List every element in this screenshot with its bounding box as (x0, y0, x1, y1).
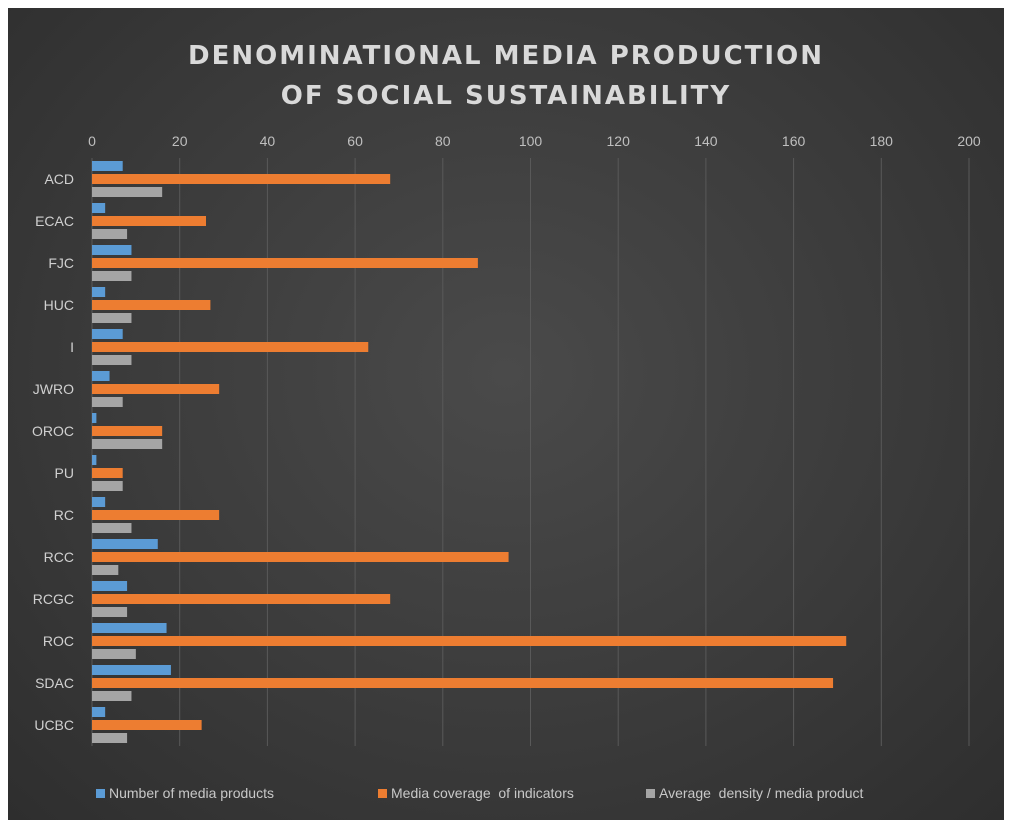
bars (92, 161, 847, 743)
x-tick-label: 120 (607, 133, 631, 149)
category-label: OROC (32, 423, 74, 439)
bar (92, 413, 97, 423)
bar (92, 271, 132, 281)
bar (92, 594, 391, 604)
bar (92, 174, 391, 184)
bar (92, 497, 106, 507)
bar (92, 245, 132, 255)
x-tick-label: 140 (694, 133, 718, 149)
bar (92, 203, 106, 213)
category-label: PU (55, 465, 74, 481)
bar (92, 581, 128, 591)
x-tick-label: 100 (519, 133, 543, 149)
x-tick-label: 80 (435, 133, 451, 149)
bar (92, 216, 207, 226)
bar (92, 384, 220, 394)
legend-swatch (378, 789, 387, 798)
chart-title-line-2: OF SOCIAL SUSTAINABILITY (280, 81, 732, 111)
legend-swatch (646, 789, 655, 798)
category-label: UCBC (34, 717, 74, 733)
bar (92, 552, 509, 562)
bar (92, 439, 163, 449)
bar (92, 229, 128, 239)
bar (92, 607, 128, 617)
x-tick-label: 160 (782, 133, 806, 149)
bar (92, 287, 106, 297)
category-label: ECAC (35, 213, 74, 229)
bar (92, 623, 167, 633)
x-tick-label: 60 (347, 133, 363, 149)
bar (92, 371, 110, 381)
bar (92, 523, 132, 533)
bar (92, 468, 123, 478)
bar (92, 313, 132, 323)
category-label: SDAC (35, 675, 74, 691)
bar (92, 539, 158, 549)
bar (92, 161, 123, 171)
bar (92, 342, 369, 352)
x-tick-label: 20 (172, 133, 188, 149)
category-label: JWRO (33, 381, 74, 397)
bar (92, 300, 211, 310)
bar (92, 636, 847, 646)
bar (92, 397, 123, 407)
category-label: ACD (44, 171, 74, 187)
category-label: FJC (48, 255, 74, 271)
bar (92, 707, 106, 717)
bar (92, 355, 132, 365)
bar (92, 691, 132, 701)
bar (92, 678, 834, 688)
category-label: RC (54, 507, 74, 523)
chart-title-line-1: DENOMINATIONAL MEDIA PRODUCTION (188, 41, 824, 71)
chart-title: DENOMINATIONAL MEDIA PRODUCTION OF SOCIA… (8, 36, 1004, 116)
legend-label: Number of media products (109, 785, 274, 801)
category-label: I (70, 339, 74, 355)
bar (92, 733, 128, 743)
bar (92, 258, 478, 268)
x-tick-label: 40 (260, 133, 276, 149)
category-label: RCC (44, 549, 74, 565)
category-label: HUC (44, 297, 74, 313)
bar (92, 565, 119, 575)
x-tick-label: 200 (957, 133, 981, 149)
bar (92, 649, 136, 659)
legend-swatch (96, 789, 105, 798)
bar (92, 481, 123, 491)
bar-chart: 0 20 40 60 80 100 120 140 160 180 200 ACD ECAC FJC HU… (32, 133, 981, 801)
bar (92, 510, 220, 520)
legend-label: Average density / media product (659, 785, 864, 801)
bar (92, 329, 123, 339)
chart-frame: DENOMINATIONAL MEDIA PRODUCTION OF SOCIA… (8, 8, 1004, 820)
bar (92, 187, 163, 197)
x-tick-label: 180 (870, 133, 894, 149)
bar (92, 720, 202, 730)
x-axis-ticks: 0 20 40 60 80 100 120 140 160 180 200 (88, 133, 981, 149)
bar (92, 455, 97, 465)
legend: Number of media products Media coverage o… (96, 785, 864, 801)
x-tick-label: 0 (88, 133, 96, 149)
bar (92, 426, 163, 436)
category-labels: ACD ECAC FJC HUC I JWRO OROC PU RC RCC RCGC ROC SDAC… (32, 171, 74, 733)
category-label: ROC (43, 633, 74, 649)
bar (92, 665, 171, 675)
category-label: RCGC (33, 591, 74, 607)
gridlines (91, 158, 970, 746)
legend-label: Media coverage of indicators (391, 785, 574, 801)
